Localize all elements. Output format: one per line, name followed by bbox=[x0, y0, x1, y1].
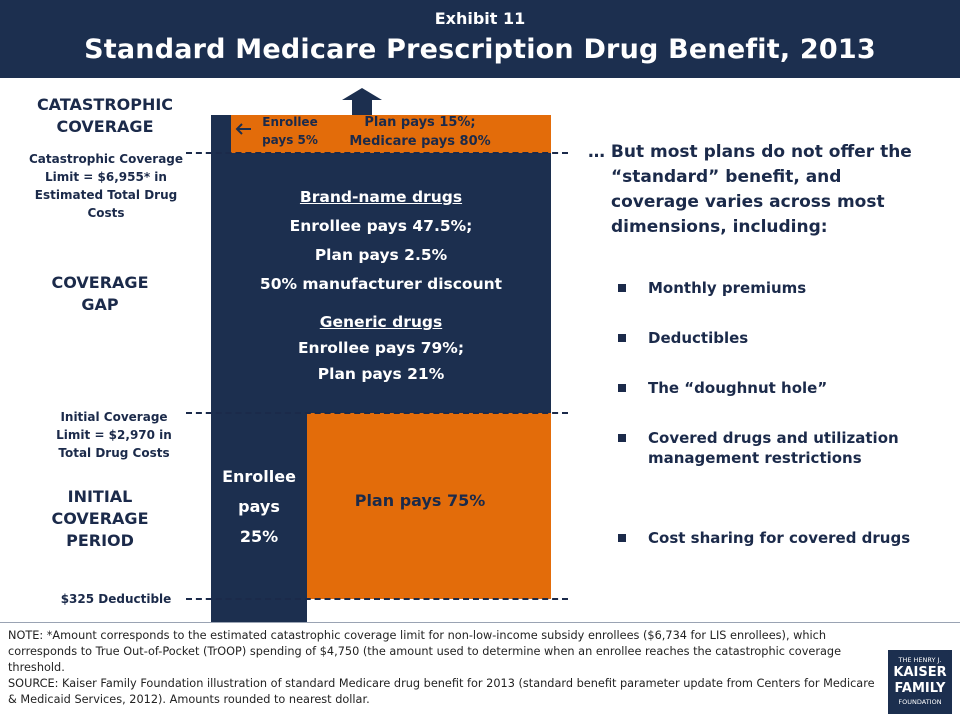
bullet-text: Deductibles bbox=[648, 329, 749, 347]
gap-generic-text: Generic drugs Enrollee pays 79%; Plan pa… bbox=[211, 309, 551, 387]
footer-divider bbox=[0, 622, 960, 623]
bullet-icon bbox=[618, 284, 626, 292]
catastrophic-plan-text: Plan pays 15%; Medicare pays 80% bbox=[349, 115, 491, 149]
generic-title: Generic drugs bbox=[319, 313, 443, 331]
initial-enrollee-bar bbox=[211, 413, 307, 623]
initial-limit-line bbox=[186, 412, 568, 414]
bullet-text: Covered drugs and utilization management… bbox=[648, 429, 899, 467]
right-intro-text: … But most plans do not offer the “stand… bbox=[588, 140, 933, 240]
note-text: NOTE: *Amount corresponds to the estimat… bbox=[8, 629, 842, 674]
catastrophic-heading: CATASTROPHIC COVERAGE bbox=[36, 95, 174, 136]
initial-enrollee-line-3: 25% bbox=[239, 527, 279, 546]
initial-enrollee-text: Enrollee pays 25% bbox=[211, 462, 307, 552]
initial-plan-bar bbox=[307, 413, 551, 599]
title-banner: Exhibit 11 Standard Medicare Prescriptio… bbox=[0, 0, 960, 78]
logo-line-kaiser: KAISER bbox=[893, 665, 947, 680]
footnote: NOTE: *Amount corresponds to the estimat… bbox=[8, 628, 878, 708]
brand-title: Brand-name drugs bbox=[299, 188, 463, 206]
bullet-text: Cost sharing for covered drugs bbox=[648, 529, 911, 547]
arrow-left-icon bbox=[235, 123, 251, 135]
deductible-line bbox=[186, 598, 568, 600]
bullet-text: Monthly premiums bbox=[648, 279, 807, 297]
catastrophic-limit-label: Catastrophic Coverage Limit = $6,955* in… bbox=[28, 152, 184, 220]
brand-line-2: Plan pays 2.5% bbox=[314, 246, 448, 264]
catastrophic-enrollee-text: Enrollee pays 5% bbox=[262, 115, 318, 147]
arrow-up-icon bbox=[342, 88, 382, 116]
bullet-icon bbox=[618, 384, 626, 392]
catastrophic-threshold-line bbox=[186, 152, 568, 154]
coverage-gap-bar bbox=[211, 153, 551, 413]
gap-brand-text: Brand-name drugs Enrollee pays 47.5%; Pl… bbox=[211, 183, 551, 299]
exhibit-label: Exhibit 11 bbox=[434, 9, 526, 28]
page-title: Standard Medicare Prescription Drug Bene… bbox=[84, 34, 876, 65]
brand-line-1: Enrollee pays 47.5%; bbox=[289, 217, 473, 235]
initial-enrollee-line-2: pays bbox=[238, 497, 280, 516]
logo-line-family: FAMILY bbox=[894, 681, 946, 696]
initial-plan-text: Plan pays 75% bbox=[354, 491, 486, 510]
generic-line-1: Enrollee pays 79%; bbox=[297, 339, 465, 357]
bullet-icon bbox=[618, 334, 626, 342]
coverage-gap-heading: COVERAGE GAP bbox=[51, 273, 149, 314]
initial-limit-label: Initial Coverage Limit = $2,970 in Total… bbox=[56, 410, 172, 460]
bullet-icon bbox=[618, 534, 626, 542]
logo-line-foundation: FOUNDATION bbox=[898, 698, 942, 706]
intro-paragraph: … But most plans do not offer the “stand… bbox=[588, 142, 912, 237]
generic-line-2: Plan pays 21% bbox=[317, 365, 445, 383]
initial-coverage-heading: INITIAL COVERAGE PERIOD bbox=[51, 487, 149, 550]
catastrophic-enrollee-bar bbox=[211, 115, 231, 153]
deductible-label: $325 Deductible bbox=[60, 592, 172, 606]
bullet-text: The “doughnut hole” bbox=[648, 379, 828, 397]
catastrophic-plan-bar bbox=[231, 115, 551, 153]
initial-enrollee-line-1: Enrollee bbox=[222, 467, 296, 486]
kaiser-logo: THE HENRY J. KAISER FAMILY FOUNDATION bbox=[888, 650, 952, 714]
logo-line-top: THE HENRY J. bbox=[898, 656, 942, 664]
source-text: SOURCE: Kaiser Family Foundation illustr… bbox=[8, 677, 875, 706]
brand-line-3: 50% manufacturer discount bbox=[259, 275, 503, 293]
bullet-icon bbox=[618, 434, 626, 442]
